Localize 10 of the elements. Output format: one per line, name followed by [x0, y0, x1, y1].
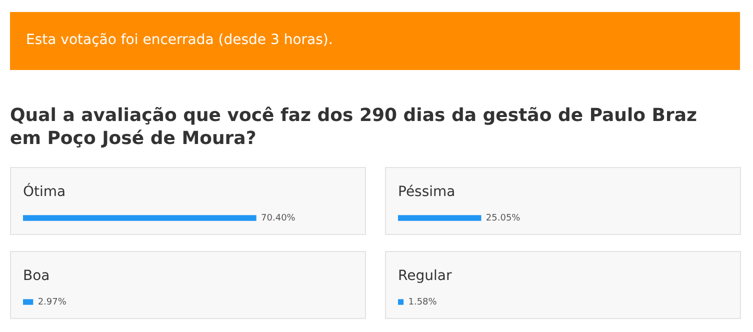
y-tick-label: Ótima — [23, 184, 66, 200]
y-tick-label: Boa — [23, 268, 50, 284]
text: Qual a avaliação que você faz dos 290 dias da gestão de Paulo Braz em Poço José de Moura? — [10, 104, 698, 150]
data-label: 2.97% — [38, 297, 67, 308]
text: Esta votação foi encerrada (desde 3 horas). — [26, 32, 333, 48]
y-tick-label: Regular — [398, 268, 452, 284]
data-label: 70.40% — [261, 213, 296, 224]
y-tick-label: Péssima — [398, 184, 456, 200]
data-label: 1.58% — [408, 297, 438, 308]
data-label: 25.05% — [486, 213, 521, 224]
